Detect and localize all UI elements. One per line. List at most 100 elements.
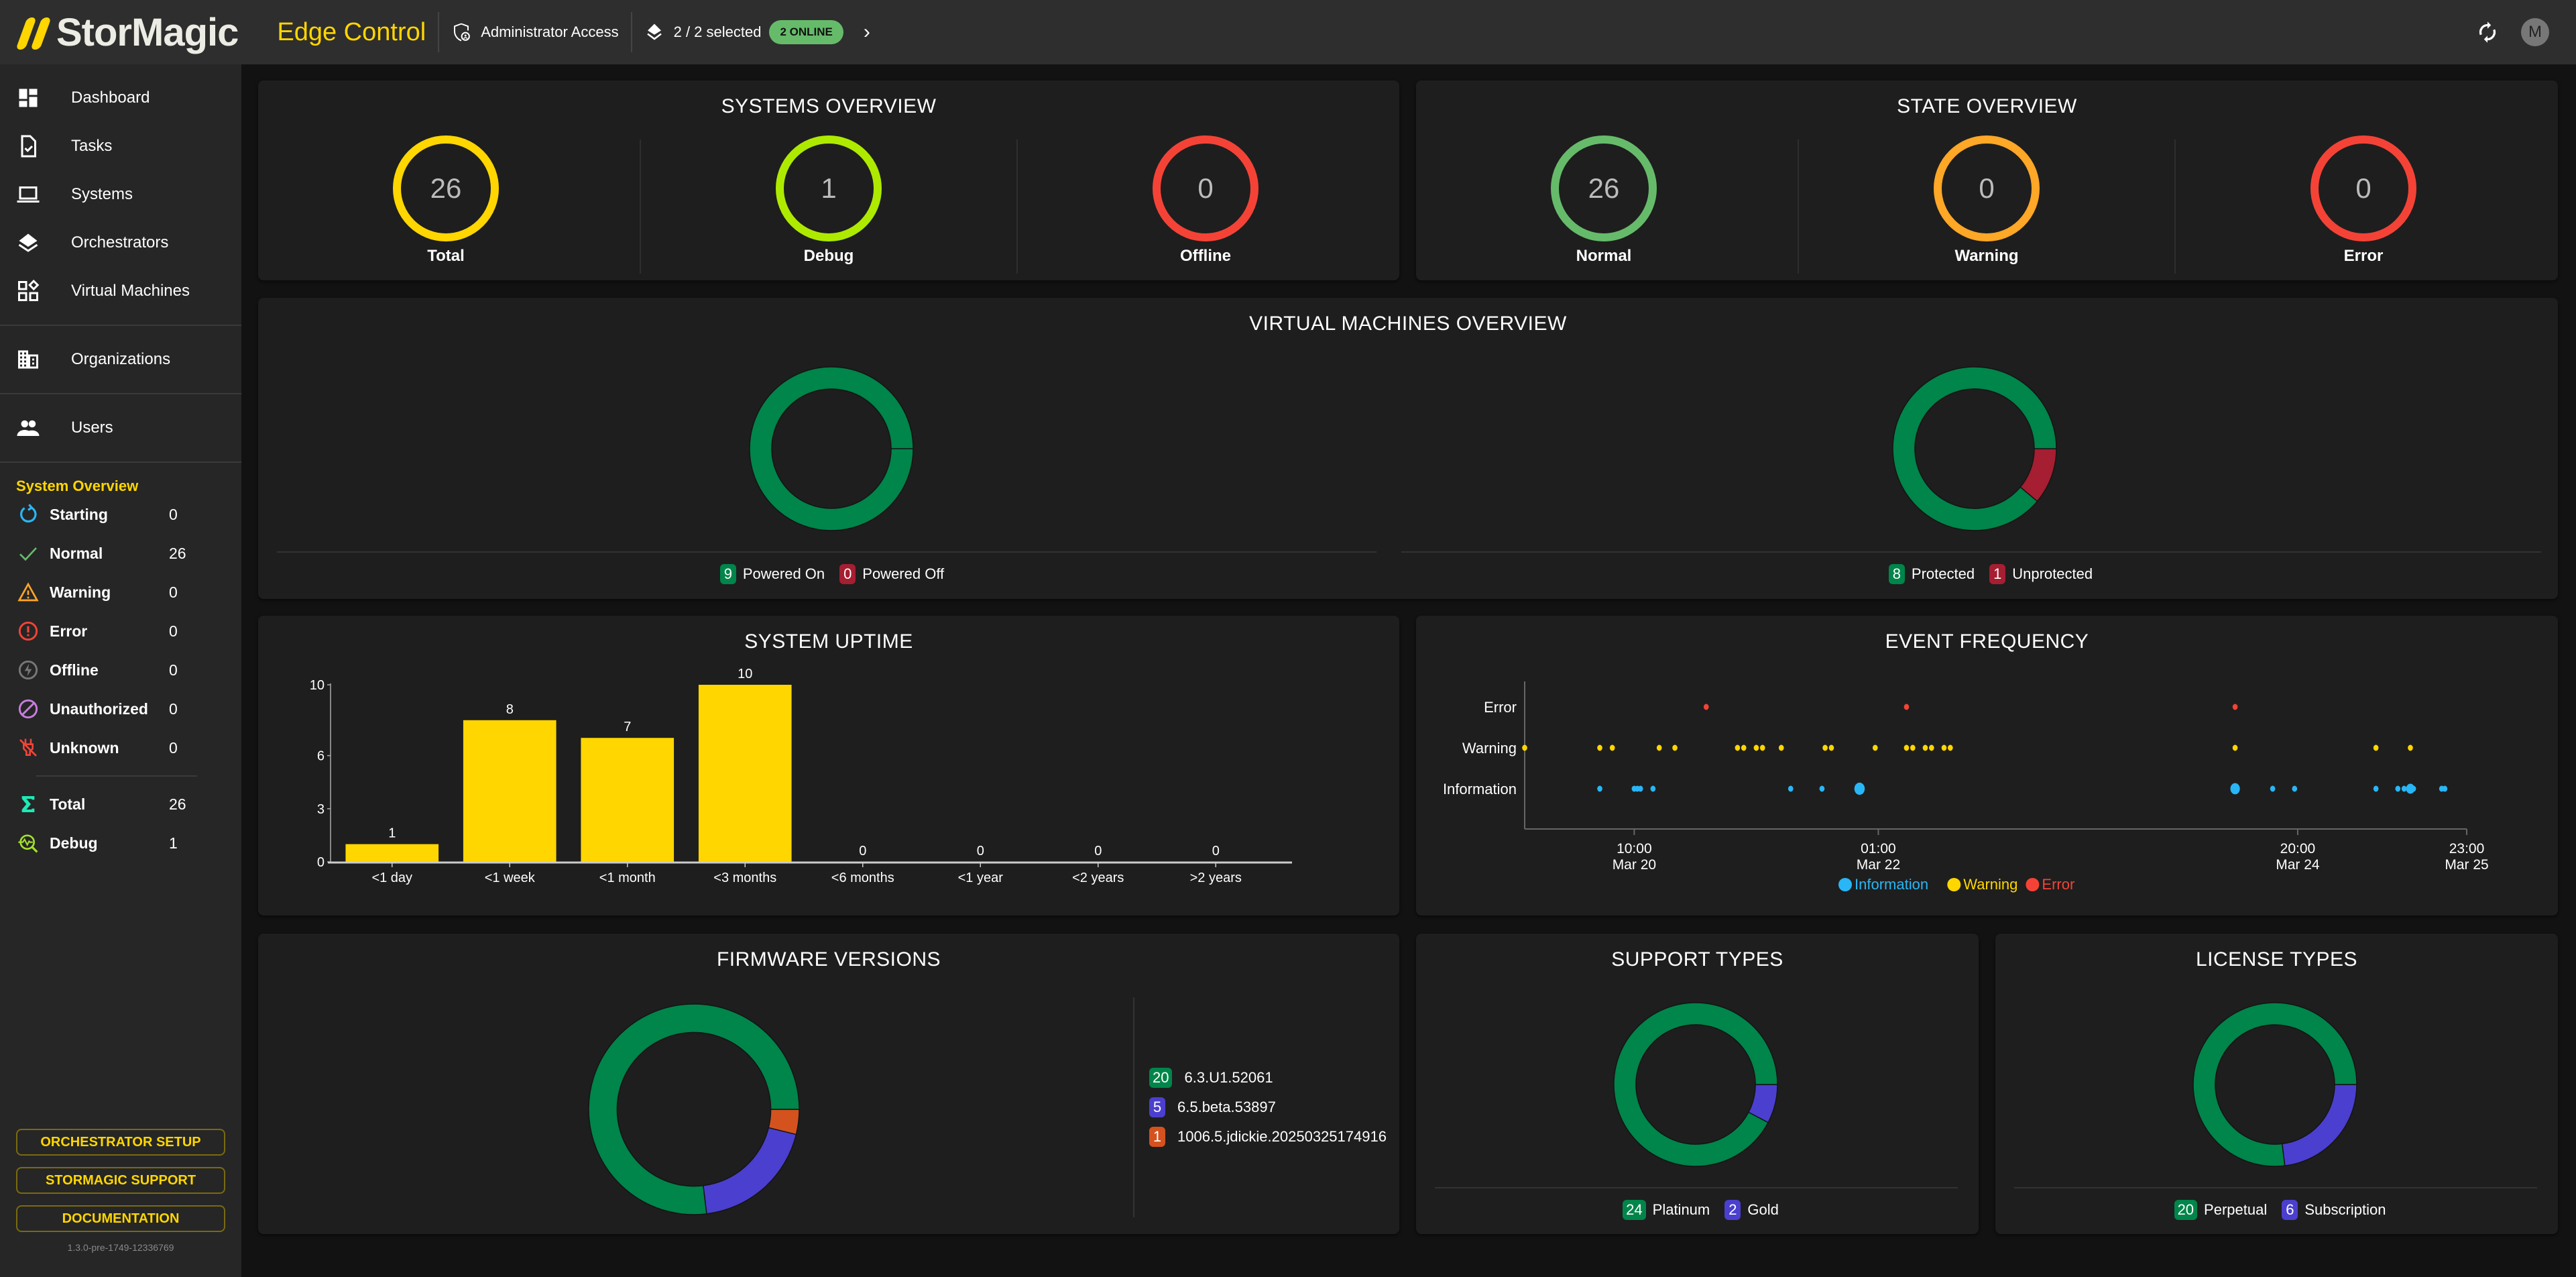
event-point-warning[interactable] xyxy=(1947,744,1953,751)
nav-label: Organizations xyxy=(71,350,171,368)
event-point-information[interactable] xyxy=(2401,785,2407,792)
event-point-warning[interactable] xyxy=(1778,744,1784,751)
nav-virtual-machines[interactable]: Virtual Machines xyxy=(0,267,241,315)
bar-<1 day[interactable] xyxy=(345,844,439,862)
nav-systems[interactable]: Systems xyxy=(0,170,241,219)
firmware-legend-item[interactable]: 5 6.5.beta.53897 xyxy=(1149,1093,1387,1122)
chevron-right-icon[interactable]: › xyxy=(863,21,870,43)
event-point-error[interactable] xyxy=(1904,704,1910,710)
event-point-information[interactable] xyxy=(2230,783,2240,795)
event-point-information[interactable] xyxy=(1819,785,1825,792)
legend-label[interactable]: Information xyxy=(1855,876,1928,893)
protection-segment-protected[interactable] xyxy=(1892,366,2057,531)
top-app-bar: StorMagic Edge Control Administrator Acc… xyxy=(0,0,2576,64)
systems-offline-stat[interactable]: 0 Offline xyxy=(1018,135,1393,270)
event-point-information[interactable] xyxy=(1650,785,1656,792)
event-point-warning[interactable] xyxy=(1904,744,1910,751)
event-point-warning[interactable] xyxy=(1872,744,1878,751)
event-point-information[interactable] xyxy=(2292,785,2298,792)
status-row-unknown[interactable]: Unknown 0 xyxy=(0,728,241,767)
event-point-information[interactable] xyxy=(2373,785,2379,792)
event-point-warning[interactable] xyxy=(1759,744,1765,751)
orchestrator-setup-button[interactable]: ORCHESTRATOR SETUP xyxy=(16,1129,225,1156)
nav-dashboard[interactable]: Dashboard xyxy=(0,74,241,122)
systems-total-stat[interactable]: 26 Total xyxy=(258,135,634,270)
documentation-button[interactable]: DOCUMENTATION xyxy=(16,1205,225,1232)
user-avatar[interactable]: M xyxy=(2521,18,2549,46)
event-point-warning[interactable] xyxy=(1941,744,1947,751)
bar-<3 months[interactable] xyxy=(698,685,792,862)
legend-label[interactable]: Warning xyxy=(1963,876,2017,893)
column-divider xyxy=(1016,140,1018,274)
state-error-stat[interactable]: 0 Error xyxy=(2176,135,2551,270)
event-point-warning[interactable] xyxy=(1522,744,1527,751)
stormagic-logo[interactable]: StorMagic xyxy=(15,0,239,64)
nav-organizations[interactable]: Organizations xyxy=(0,335,241,384)
status-count: 26 xyxy=(169,795,186,813)
event-point-warning[interactable] xyxy=(1922,744,1928,751)
state-normal-stat[interactable]: 26 Normal xyxy=(1416,135,1792,270)
event-point-information[interactable] xyxy=(2442,785,2448,792)
event-point-information[interactable] xyxy=(1788,785,1794,792)
event-point-warning[interactable] xyxy=(1597,744,1602,751)
event-point-warning[interactable] xyxy=(1609,744,1615,751)
refresh-icon[interactable] xyxy=(2475,20,2500,44)
event-point-warning[interactable] xyxy=(1753,744,1759,751)
event-point-warning[interactable] xyxy=(2408,744,2413,751)
status-row-starting[interactable]: Starting 0 xyxy=(0,495,241,534)
firmware-segment-6-5-beta-53897[interactable] xyxy=(702,1127,797,1215)
event-point-information[interactable] xyxy=(2270,785,2276,792)
support-segment-platinum[interactable] xyxy=(1613,1002,1778,1167)
event-point-warning[interactable] xyxy=(1656,744,1662,751)
status-row-offline[interactable]: Offline 0 xyxy=(0,651,241,689)
nav-orchestrators[interactable]: Orchestrators xyxy=(0,219,241,267)
event-point-warning[interactable] xyxy=(1822,744,1828,751)
firmware-legend-item[interactable]: 20 6.3.U1.52061 xyxy=(1149,1063,1387,1093)
state-warning-stat[interactable]: 0 Warning xyxy=(1799,135,2174,270)
firmware-legend-item[interactable]: 1 1006.5.jdickie.20250325174916 xyxy=(1149,1122,1387,1152)
status-row-warning[interactable]: Warning 0 xyxy=(0,573,241,612)
event-point-warning[interactable] xyxy=(2373,744,2379,751)
bar-value-label: 7 xyxy=(624,720,631,734)
firmware-segment-6-3-u1-52061[interactable] xyxy=(588,1003,800,1215)
status-row-total[interactable]: Total 26 xyxy=(0,785,241,824)
tasks-icon xyxy=(21,135,36,158)
event-point-warning[interactable] xyxy=(1672,744,1678,751)
nav-users[interactable]: Users xyxy=(0,404,241,452)
ring-label: Warning xyxy=(1954,247,2019,265)
x-tick-date: Mar 25 xyxy=(2445,857,2488,873)
nav-tasks[interactable]: Tasks xyxy=(0,122,241,170)
orchestrator-selector[interactable]: 2 / 2 selected 2 ONLINE › xyxy=(632,12,882,52)
status-row-debug[interactable]: Debug 1 xyxy=(0,824,241,863)
status-label: Offline xyxy=(50,661,99,679)
legend-label[interactable]: Error xyxy=(2042,876,2074,893)
power-segment-powered-on[interactable] xyxy=(749,366,914,531)
event-point-information[interactable] xyxy=(2395,785,2401,792)
event-point-warning[interactable] xyxy=(1910,744,1916,751)
status-row-error[interactable]: Error 0 xyxy=(0,612,241,651)
stormagic-support-button[interactable]: STORMAGIC SUPPORT xyxy=(16,1167,225,1194)
event-point-information[interactable] xyxy=(1854,782,1865,795)
event-point-warning[interactable] xyxy=(2232,744,2238,751)
license-segment-subscription[interactable] xyxy=(2281,1084,2357,1166)
event-point-information[interactable] xyxy=(1597,785,1602,792)
debug-search-icon xyxy=(18,834,38,853)
systems-debug-stat[interactable]: 1 Debug xyxy=(641,135,1016,270)
status-row-normal[interactable]: Normal 26 xyxy=(0,534,241,573)
bar-value-label: 1 xyxy=(388,826,396,841)
event-point-warning[interactable] xyxy=(1928,744,1934,751)
event-point-warning[interactable] xyxy=(1741,744,1747,751)
access-indicator[interactable]: Administrator Access xyxy=(439,12,632,52)
event-point-information[interactable] xyxy=(2410,785,2416,792)
event-point-error[interactable] xyxy=(2232,704,2238,710)
building-icon xyxy=(18,350,38,369)
event-point-information[interactable] xyxy=(1637,785,1643,792)
event-point-error[interactable] xyxy=(1703,704,1709,710)
bar-<1 month[interactable] xyxy=(581,738,675,862)
license-segment-perpetual[interactable] xyxy=(2192,1002,2357,1167)
event-point-warning[interactable] xyxy=(1735,744,1741,751)
status-row-unauthorized[interactable]: Unauthorized 0 xyxy=(0,689,241,728)
x-tick-date: Mar 24 xyxy=(2276,857,2320,873)
bar-<1 week[interactable] xyxy=(463,720,557,862)
event-point-warning[interactable] xyxy=(1828,744,1834,751)
